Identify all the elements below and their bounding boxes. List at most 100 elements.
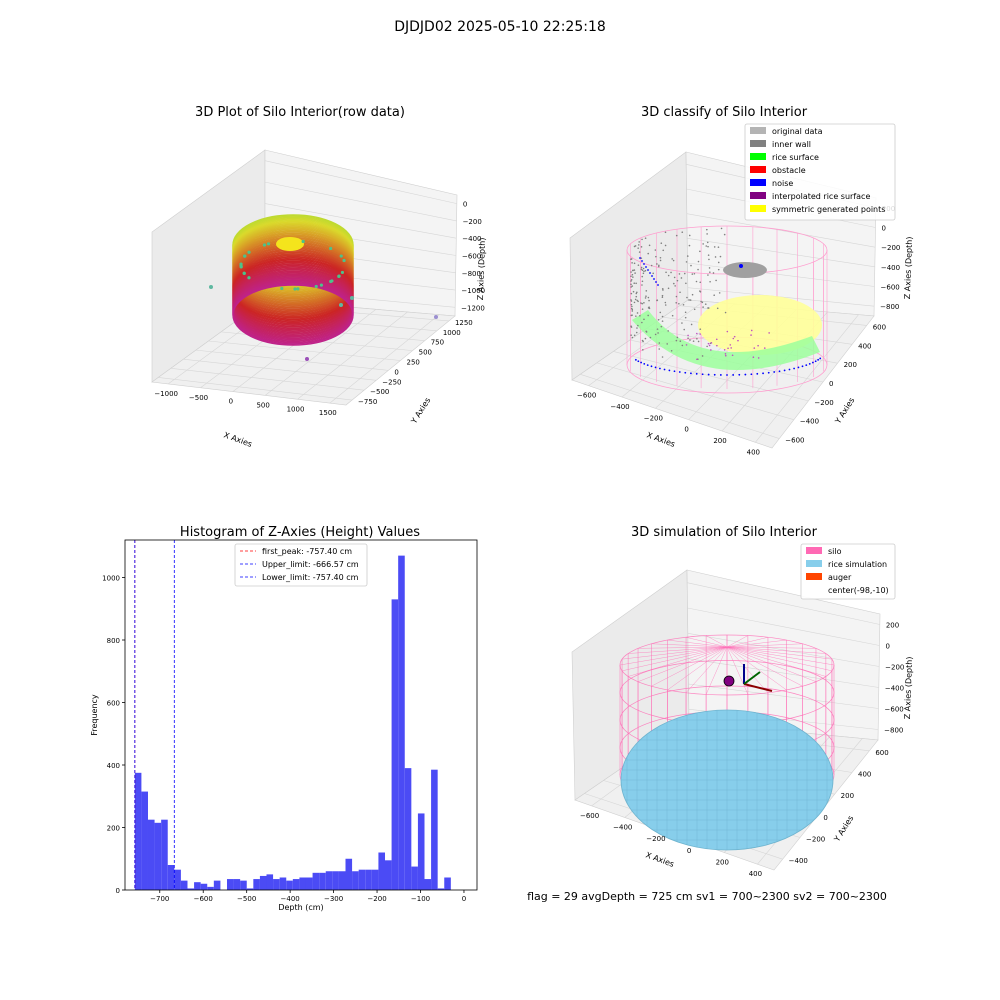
histogram-y-tick-label: 400 [107,762,120,770]
histogram-bar [207,886,214,890]
histogram-bar [305,877,313,890]
classify-noise-point [651,275,653,277]
classify-inner-wall-point [631,262,633,264]
classify-inner-wall-point [713,294,715,297]
classify-inner-wall-point [641,284,643,286]
classify-noise-point [659,367,661,370]
classify-interpolated-point [710,349,712,351]
classify-inner-wall-point [661,320,664,322]
histogram-bar [213,880,221,890]
p2-x-tick-label: 400 [747,448,760,456]
simulation-silo-roof-line [637,646,728,682]
histogram-bar [180,880,188,890]
classify-inner-wall-point [630,271,632,273]
raw-scatter-point [339,254,343,258]
classify-noise-point [788,368,791,371]
classify-rice-surface [632,310,820,370]
classify-inner-wall-point [719,255,722,258]
classify-noise-point [811,361,814,364]
classify-noise-point [750,373,753,376]
classify-inner-wall-point [648,244,651,247]
classify-inner-wall-point [689,299,692,301]
simulation-silo-roof-line [685,646,728,693]
classify-inner-wall-point [637,264,640,266]
histogram-frame [124,539,478,891]
classify-inner-wall-point [692,340,695,342]
histogram-bar [437,888,445,890]
simulation-silo-roof-line [619,646,728,666]
classify-noise-point [778,370,781,373]
classify-interpolated-point [753,347,756,349]
classify-noise-point [654,366,657,369]
p1-x-tick-label: −1000 [154,390,178,398]
classify-inner-wall-point [664,301,667,304]
classify-inner-wall-point [641,321,643,324]
simulation-legend-label: silo [828,547,842,556]
histogram-x-tick-label: −700 [150,895,169,903]
classify-legend-label: original data [772,127,823,136]
histogram-bar [246,888,254,890]
histogram-bar [378,852,386,890]
classify-inner-wall-point [684,311,687,314]
classify-inner-wall-point [672,259,675,262]
classify-inner-wall-point [630,325,632,327]
simulation-x-label: X Axies [644,850,675,869]
histogram-bar [200,883,208,890]
classify-inner-wall-point [635,292,638,295]
histogram-bar [253,879,260,890]
classify-inner-wall-point [708,267,711,269]
classify-interpolated-point [731,354,734,357]
classify-inner-wall-point [630,286,632,288]
classify-inner-wall-point [633,269,636,271]
histogram-x-tick-label: −300 [324,895,343,903]
p2-x-tick-label: −600 [577,392,596,400]
classify-inner-wall-point [720,227,723,230]
classify-inner-wall-point [660,325,663,328]
classify-symmetric-region [698,295,822,355]
classify-inner-wall-point [661,315,664,318]
histogram-bar [226,879,234,890]
p1-z-tick-label: −1200 [461,304,485,312]
classify-noise-point [695,372,698,375]
simulation-silo-roof-line [726,646,787,691]
classify-noise-point [640,361,643,364]
classify-inner-wall-point [658,342,661,344]
simulation-y-ticks: −400 −200 0 200 400 600 [789,749,889,865]
histogram-bar [411,866,418,890]
classify-inner-wall-point [664,304,667,306]
classify-noise-point [773,371,776,373]
classify-inner-wall-point [670,271,672,274]
classify-inner-wall-point [658,348,661,350]
classify-legend-label: inner wall [772,140,811,149]
histogram-bar [266,874,274,890]
classify-inner-wall-point [701,301,704,304]
classify-inner-wall-point [706,345,708,348]
p1-z-tick-label: −800 [462,270,481,278]
classify-legend-label: obstacle [772,166,806,175]
classify-inner-wall-point [641,308,644,310]
status-line: flag = 29 avgDepth = 725 cm sv1 = 700~23… [527,890,887,903]
classify-legend: original data inner wall rice surface obsta… [744,123,896,221]
raw-scatter-point [247,276,251,280]
classify-inner-wall-point [661,356,664,358]
classify-inner-wall-point [640,246,643,248]
classify-noise-point [639,257,641,259]
raw-scatter-point [239,265,243,269]
raw-scatter-point [329,279,333,284]
classify-inner-wall-point [717,261,720,264]
classify-inner-wall-point [688,244,691,247]
simulation-silo-roof-line [651,646,728,687]
classify-interpolated-point [752,356,755,359]
classify-inner-wall-point [661,287,664,290]
classify-inner-wall-point [640,302,642,304]
classify-noise-point [726,374,728,376]
raw-scatter-center-cluster [276,237,304,251]
classify-inner-wall-point [654,333,657,336]
classify-title: 3D classify of Silo Interior [641,105,808,120]
classify-inner-wall-point [700,300,702,303]
classify-interpolated-point [724,353,727,355]
classify-inner-wall-point [697,268,699,271]
classify-legend-swatch [750,140,766,147]
classify-inner-wall-point [718,292,721,294]
classify-inner-wall-point [649,336,652,339]
